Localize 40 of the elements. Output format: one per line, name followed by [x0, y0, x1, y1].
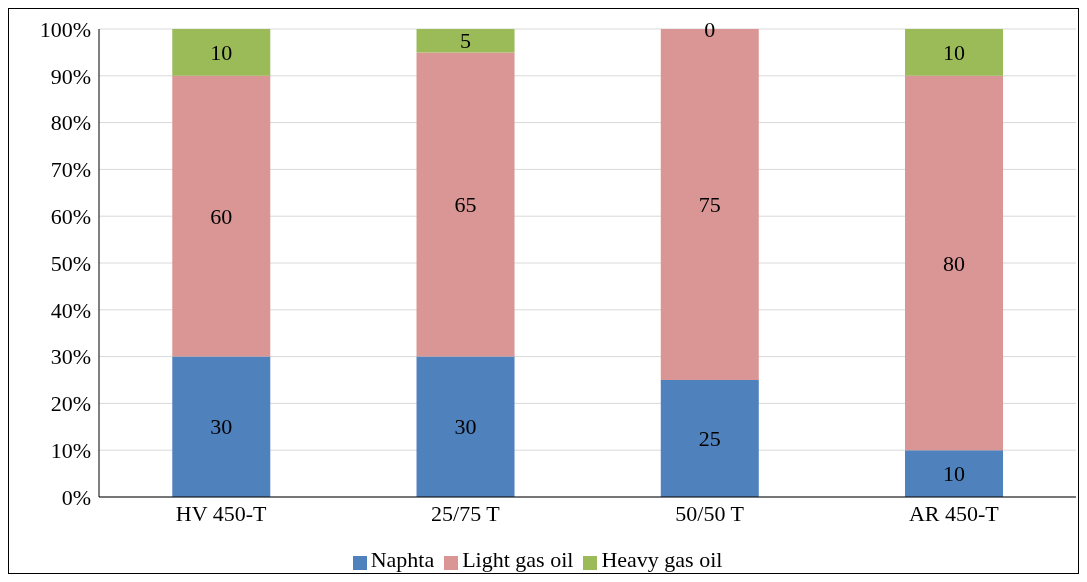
data-label: 10 — [210, 39, 233, 65]
data-label: 80 — [942, 250, 965, 276]
y-tick-label: 70% — [50, 157, 91, 183]
bar — [905, 29, 1004, 76]
y-tick-label: 40% — [50, 297, 91, 323]
bar — [905, 75, 1004, 451]
bar — [172, 29, 271, 76]
data-label: 0 — [704, 16, 716, 42]
y-tick-label: 80% — [50, 110, 91, 136]
y-tick-label: 50% — [50, 250, 91, 276]
y-tick-label: 90% — [50, 63, 91, 89]
bar — [172, 75, 271, 357]
y-tick-label: 10% — [50, 438, 91, 464]
y-tick-label: 60% — [50, 204, 91, 230]
data-label: 65 — [454, 192, 477, 217]
data-label: 5 — [459, 28, 471, 54]
legend-label: Heavy gas oil — [601, 547, 723, 572]
x-tick-label: 25/75 T — [431, 500, 501, 526]
y-tick-label: 100% — [39, 16, 91, 42]
bar — [416, 356, 515, 497]
data-label: 60 — [210, 203, 233, 229]
bar — [172, 356, 271, 497]
bar — [416, 52, 515, 357]
bar — [905, 450, 1004, 497]
data-label: 10 — [942, 461, 965, 487]
data-label: 30 — [454, 414, 477, 440]
y-tick-label: 20% — [50, 391, 91, 417]
bar — [416, 29, 515, 53]
legend-label: Naphta — [370, 547, 435, 572]
bar — [660, 380, 759, 497]
data-label: 10 — [942, 39, 965, 65]
legend-label: Light gas oil — [462, 547, 574, 572]
x-tick-label: HV 450-T — [175, 500, 267, 526]
data-label: 25 — [698, 426, 721, 451]
x-tick-label: 50/50 T — [675, 500, 745, 526]
y-tick-label: 30% — [50, 344, 91, 370]
x-tick-label: AR 450-T — [908, 500, 1000, 526]
y-tick-label: 0% — [61, 484, 91, 510]
data-label: 30 — [210, 414, 233, 440]
data-label: 75 — [698, 192, 721, 217]
